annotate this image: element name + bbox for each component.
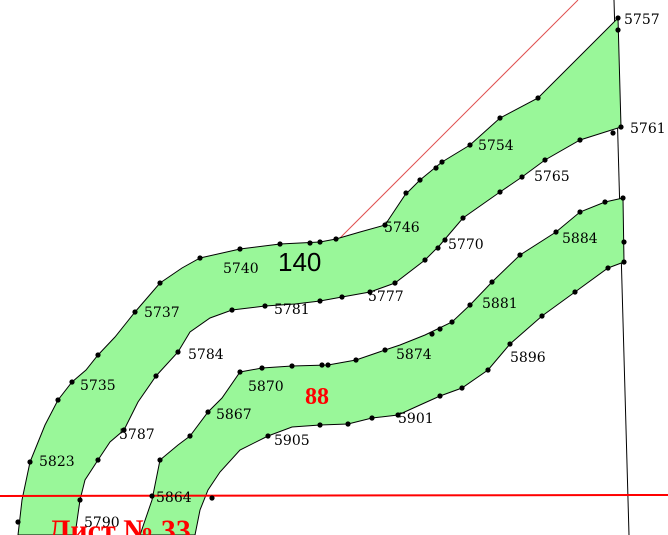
point-label-5746: 5746 xyxy=(384,220,420,236)
point-label-5770: 5770 xyxy=(448,237,484,253)
point-label-5781: 5781 xyxy=(274,302,310,318)
point-label-5787: 5787 xyxy=(119,427,155,443)
point-label-5761: 5761 xyxy=(630,121,666,137)
point-label-5790: 5790 xyxy=(84,515,120,531)
parcel-88-polygon xyxy=(139,197,625,535)
point-label-5901: 5901 xyxy=(398,411,434,427)
point-label-5735: 5735 xyxy=(80,378,116,394)
point-label-5740: 5740 xyxy=(223,261,259,277)
diagonal-red-line xyxy=(339,0,579,239)
point-label-5757: 5757 xyxy=(624,12,660,28)
point-label-5823: 5823 xyxy=(39,454,75,470)
parcel-number-140: 140 xyxy=(278,247,321,277)
point-label-5896: 5896 xyxy=(510,350,546,366)
point-label-5765: 5765 xyxy=(534,169,570,185)
point-label-5870: 5870 xyxy=(248,379,284,395)
point-label-5867: 5867 xyxy=(216,407,252,423)
point-label-5777: 5777 xyxy=(368,289,404,305)
sheet-title: Лист № 33 xyxy=(48,514,191,535)
point-label-5737: 5737 xyxy=(144,305,180,321)
point-label-5784: 5784 xyxy=(188,347,224,363)
point-label-5881: 5881 xyxy=(482,296,518,312)
point-label-5754: 5754 xyxy=(478,138,514,154)
horizontal-red-line xyxy=(0,494,668,497)
vertex-points xyxy=(15,15,627,525)
point-label-5905: 5905 xyxy=(274,433,310,449)
parcel-number-88: 88 xyxy=(305,384,329,410)
point-label-5864: 5864 xyxy=(156,490,192,506)
point-label-5874: 5874 xyxy=(396,347,432,363)
point-label-5884: 5884 xyxy=(562,231,598,247)
